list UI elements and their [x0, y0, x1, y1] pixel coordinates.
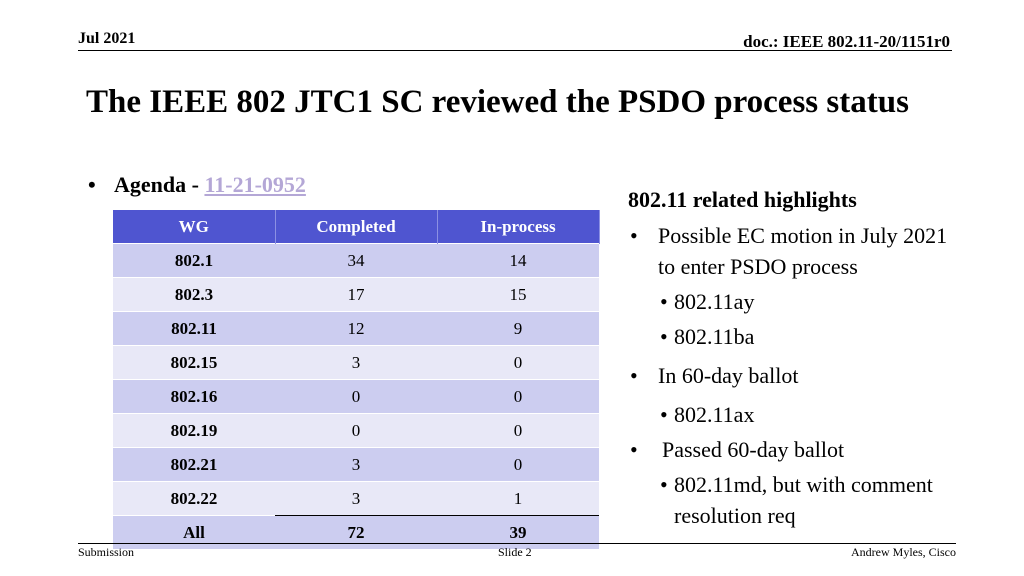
table-row: 802.19 0 0 [113, 413, 599, 448]
column-header-completed: Completed [275, 210, 438, 244]
table-row: 802.11 12 9 [113, 311, 599, 346]
footer-submission: Submission [78, 545, 135, 559]
cell-in-process: 0 [437, 379, 599, 414]
slide-title: The IEEE 802 JTC1 SC reviewed the PSDO p… [86, 84, 909, 120]
agenda-label: Agenda - [114, 172, 205, 197]
highlights-heading: 802.11 related highlights [628, 187, 857, 212]
cell-wg: 802.3 [113, 277, 275, 312]
cell-completed: 3 [275, 447, 437, 482]
highlight-bullet-ec-motion: Possible EC motion in July 2021 to enter… [628, 220, 968, 282]
highlight-bullet-passed: Passed 60-day ballot [628, 434, 968, 465]
cell-in-process: 1 [437, 481, 599, 516]
table-row: 802.1 34 14 [113, 243, 599, 278]
table-row: 802.21 3 0 [113, 447, 599, 482]
agenda-link[interactable]: 11-21-0952 [204, 172, 306, 197]
cell-in-process: 14 [437, 243, 599, 278]
highlight-bullet-ballot: In 60-day ballot [628, 360, 968, 391]
bullet-icon: • [88, 172, 96, 197]
table-row: 802.22 3 1 [113, 481, 599, 516]
cell-wg: 802.16 [113, 379, 275, 414]
footer-slide-number: Slide 2 [498, 545, 532, 559]
cell-in-process: 15 [437, 277, 599, 312]
cell-wg: 802.22 [113, 481, 275, 516]
cell-in-process: 9 [437, 311, 599, 346]
cell-wg: 802.1 [113, 243, 275, 278]
cell-wg: 802.15 [113, 345, 275, 380]
table-header-row: WG Completed In-process [113, 210, 600, 244]
column-header-wg: WG [113, 210, 276, 244]
highlight-sub-item: 802.11md, but with comment resolution re… [628, 469, 968, 531]
cell-completed: 3 [275, 345, 437, 380]
cell-completed: 12 [275, 311, 437, 346]
table-row: 802.3 17 15 [113, 277, 599, 312]
header-date: Jul 2021 [78, 30, 136, 47]
table-row: 802.16 0 0 [113, 379, 599, 414]
cell-wg: 802.19 [113, 413, 275, 448]
footer-author: Andrew Myles, Cisco [851, 545, 956, 559]
highlight-sub-item: 802.11ba [628, 321, 968, 352]
cell-completed: 0 [275, 413, 437, 448]
table-row: 802.15 3 0 [113, 345, 599, 380]
cell-in-process: 0 [437, 447, 599, 482]
column-header-in-process: In-process [437, 210, 600, 244]
cell-in-process: 0 [437, 345, 599, 380]
footer-divider [78, 543, 956, 544]
highlight-sub-item: 802.11ax [628, 399, 968, 430]
cell-wg: 802.21 [113, 447, 275, 482]
wg-status-table: WG Completed In-process 802.1 34 14 802.… [113, 210, 600, 549]
cell-wg: 802.11 [113, 311, 275, 346]
cell-completed: 34 [275, 243, 437, 278]
cell-completed: 17 [275, 277, 437, 312]
highlights-panel: 802.11 related highlights Possible EC mo… [628, 184, 968, 531]
agenda-bullet: • Agenda - 11-21-0952 [88, 172, 306, 198]
header-doc-id: doc.: IEEE 802.11-20/1151r0 [743, 32, 950, 51]
cell-in-process: 0 [437, 413, 599, 448]
highlight-sub-item: 802.11ay [628, 286, 968, 317]
cell-completed: 0 [275, 379, 437, 414]
header-divider [78, 50, 952, 51]
cell-completed: 3 [275, 481, 437, 516]
